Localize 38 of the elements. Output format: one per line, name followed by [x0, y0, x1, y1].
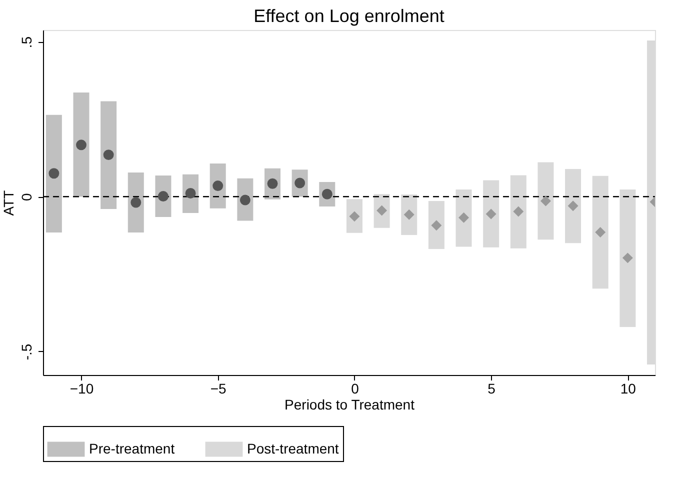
point — [513, 206, 524, 217]
point — [486, 208, 496, 220]
y-axis-title: ATT — [0, 190, 16, 216]
x-tick-label: −5 — [210, 380, 227, 396]
y-tick-label: -.5 — [18, 344, 34, 360]
bar — [128, 172, 144, 233]
x-axis-title: Periods to Treatment — [284, 396, 415, 412]
bar — [483, 180, 500, 248]
point — [130, 197, 142, 208]
point — [595, 226, 606, 238]
y-tick-label: .5 — [18, 36, 34, 48]
point — [48, 168, 60, 179]
point — [212, 180, 224, 192]
bar — [510, 175, 526, 248]
bar — [592, 176, 608, 289]
point — [540, 196, 551, 206]
x-tick-label: 0 — [351, 380, 360, 396]
point — [458, 212, 469, 223]
point — [76, 140, 86, 150]
bar — [456, 189, 472, 247]
bar — [620, 189, 636, 327]
y-tick-label: 0 — [18, 193, 34, 202]
x-tick-label: 5 — [488, 380, 496, 396]
bar — [100, 101, 117, 210]
x-tick-label: 10 — [620, 380, 636, 396]
legend-label: Pre-treatment — [89, 440, 175, 456]
bar — [538, 162, 554, 240]
bar — [565, 169, 582, 244]
point — [568, 200, 578, 212]
bar — [428, 200, 444, 249]
point — [622, 252, 633, 264]
point — [103, 150, 114, 160]
x-tick-label: −10 — [70, 380, 94, 396]
legend-label: Post-treatment — [247, 440, 339, 456]
point — [431, 220, 442, 231]
bar — [73, 92, 90, 197]
bar — [46, 114, 62, 233]
chart-title: Effect on Log enrolment — [254, 6, 444, 26]
